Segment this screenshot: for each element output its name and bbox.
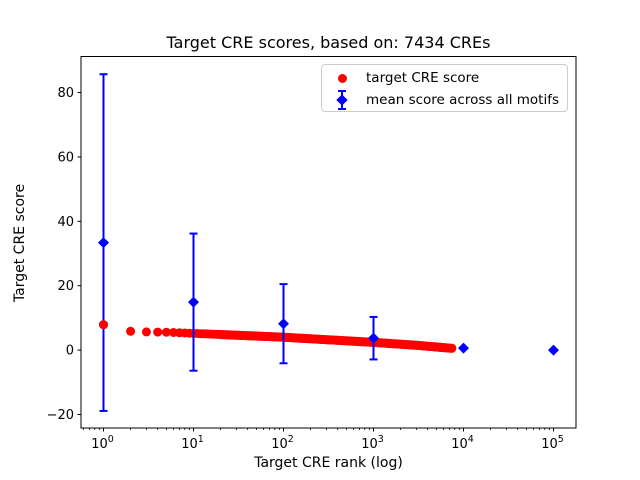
blue-diamond-marker <box>458 342 469 354</box>
red-circle-marker-icon <box>337 73 347 83</box>
legend-entry-target-cre-score: target CRE score <box>328 67 567 89</box>
x-tick-label: 105 <box>541 434 564 452</box>
y-tick-label: 80 <box>57 86 74 101</box>
red-dot-rank1 <box>99 320 108 330</box>
legend-handle <box>328 67 356 89</box>
x-tick-label: 103 <box>361 434 384 452</box>
x-tick-label: 102 <box>271 434 294 452</box>
legend-entry-mean-score: mean score across all motifs <box>328 89 567 111</box>
y-tick-label: 0 <box>66 344 74 359</box>
x-tick-label: 104 <box>451 434 474 452</box>
legend-label: mean score across all motifs <box>366 92 560 108</box>
x-axis-ticks: 100 101 102 103 104 105 <box>83 428 564 452</box>
chart-title: Target CRE scores, based on: 7434 CREs <box>166 33 491 52</box>
plot-border <box>80 56 577 429</box>
blue-diamond-marker <box>98 237 109 249</box>
errorbar-cap-icon <box>338 90 346 92</box>
errorbar-cap-icon <box>338 108 346 110</box>
blue-diamond-marker <box>368 332 379 344</box>
x-tick-label: 100 <box>91 434 114 452</box>
y-axis-label: Target CRE score <box>12 183 28 303</box>
y-tick-label: 40 <box>57 215 74 230</box>
y-axis-ticks: −20 0 20 40 60 80 <box>47 86 81 423</box>
legend-label: target CRE score <box>366 70 480 86</box>
y-tick-label: 20 <box>57 279 74 294</box>
blue-diamond-marker-icon <box>336 94 348 106</box>
blue-diamond-marker <box>278 318 289 330</box>
y-tick-label: 60 <box>57 150 74 165</box>
legend-handle <box>328 89 356 111</box>
legend: target CRE score mean score across all m… <box>321 64 568 112</box>
red-series <box>99 320 457 353</box>
blue-diamond-marker <box>188 296 199 308</box>
blue-series <box>98 73 559 412</box>
x-tick-label: 101 <box>181 434 204 452</box>
blue-diamond-marker <box>548 344 559 356</box>
y-tick-label: −20 <box>47 408 74 423</box>
x-axis-label: Target CRE rank (log) <box>254 455 403 471</box>
